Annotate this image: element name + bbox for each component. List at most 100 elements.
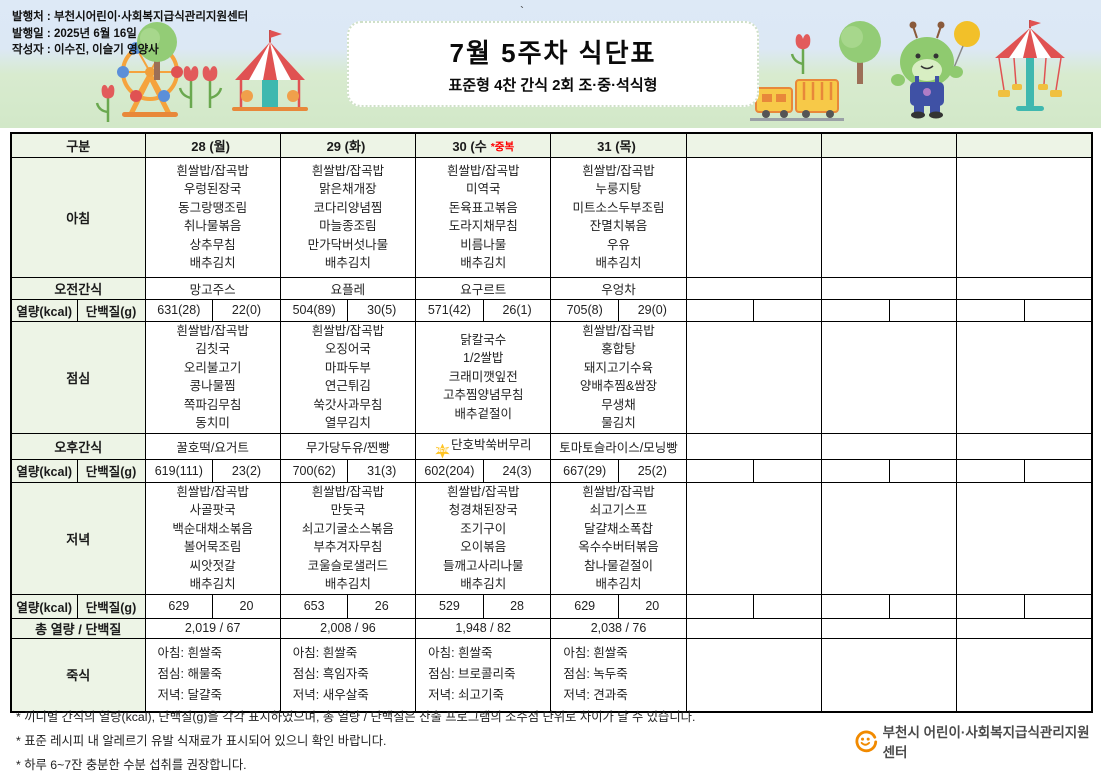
duplicate-flag: *중복 [490,140,515,153]
title-box: 7월 5주차 식단표 표준형 4찬 간식 2회 조·중·석식형 [347,21,759,107]
protein-value [1023,593,1093,619]
total-row: 총 열량 / 단백질 2,019 / 67 2,008 / 96 1,948 /… [10,617,1093,639]
dinner-cell: 흰쌀밥/잡곡밥 쇠고기스프 달걀채소폭찹 옥수수버터볶음 참나물겉절이 배추김치 [550,481,687,595]
author-line: 작성자 : 이수진, 이슬기 영양사 [12,44,159,57]
footnote-line: * 하루 6~7잔 충분한 수분 섭취를 권장합니다. [16,758,247,772]
kcal-value [685,458,755,483]
protein-value: 23(2) [212,458,281,483]
kcal-value: 631(28) [144,298,214,322]
total-cell: 2,019 / 67 [144,617,281,639]
row-label-am-snack: 오전간식 [10,276,146,300]
day-header-2: 30 (수 *중복 [415,132,552,158]
day-header-1: 29 (화) [279,132,417,158]
kcal-value [820,298,890,322]
porridge-cell: 아침: 흰쌀죽 점심: 브로콜리죽 저녁: 쇠고기죽 [415,637,552,713]
lunch-cell: 흰쌀밥/잡곡밥 김칫국 오리불고기 콩나물찜 쪽파김무침 동치미 [144,320,281,434]
dinner-cell: 흰쌀밥/잡곡밥 청경채된장국 조기구이 오이볶음 들깨고사리나물 배추김치 [415,481,552,595]
kcal-value [956,593,1025,619]
dinner-cell [956,481,1093,595]
protein-value [888,458,958,483]
breakfast-cell: 흰쌀밥/잡곡밥 맑은채개장 코다리양념찜 마늘종조림 만가닥버섯나물 배추김치 [279,156,417,278]
kcal-value: 629 [144,593,214,619]
swing-carousel-icon [995,20,1065,111]
tree-icon [137,22,177,80]
lunch-row: 점심 흰쌀밥/잡곡밥 김칫국 오리불고기 콩나물찜 쪽파김무침 동치미 흰쌀밥/… [10,320,1093,434]
protein-value: 28 [482,593,552,619]
pm-snack-cell [685,432,822,460]
kcal-row-2: 열량(kcal) 단백질(g) 619(111) 23(2) 700(62) 3… [10,458,1093,483]
footnote-line: * 표준 레시피 내 알레르기 유발 식재료가 표시되어 있으니 확인 바랍니다… [16,734,387,748]
porridge-row: 죽식 아침: 흰쌀죽 점심: 해물죽 저녁: 달걀죽 아침: 흰쌀죽 점심: 흑… [10,637,1093,713]
kcal-value: 700(62) [279,458,349,483]
kcal-value: 619(111) [144,458,214,483]
kcal-value: 629 [550,593,619,619]
protein-value [753,298,822,322]
protein-value: 30(5) [347,298,417,322]
porridge-cell [820,637,958,713]
row-label-lunch: 점심 [10,320,146,434]
total-cell: 1,948 / 82 [415,617,552,639]
protein-value [888,298,958,322]
total-cell [685,617,822,639]
am-snack-cell: 요구르트 [415,276,552,300]
pm-snack-cell [956,432,1093,460]
dinner-row: 저녁 흰쌀밥/잡곡밥 사골팟국 백순대채소볶음 볼어묵조림 씨앗젓갈 배추김치 … [10,481,1093,595]
publication-info: 발행처 : 부천시어린이·사회복지급식관리지원센터 발행일 : 2025년 6월… [12,9,248,59]
porridge-cell: 아침: 흰쌀죽 점심: 흑임자죽 저녁: 새우살죽 [279,637,417,713]
row-label-porridge: 죽식 [10,637,146,713]
protein-label: 단백질(g) [76,593,146,619]
mascot-icon [891,21,980,119]
new-badge-icon: NEW [435,443,450,458]
breakfast-cell [956,156,1093,278]
protein-value [1023,458,1093,483]
protein-label: 단백질(g) [76,458,146,483]
footer-logo: 부천시 어린이·사회복지급식관리지원센터 [855,721,1101,761]
breakfast-cell [820,156,958,278]
kcal-label: 열량(kcal) [10,458,78,483]
day-header-4 [685,132,822,158]
porridge-cell: 아침: 흰쌀죽 점심: 해물죽 저녁: 달걀죽 [144,637,281,713]
am-snack-cell: 우엉차 [550,276,687,300]
kcal-value: 653 [279,593,349,619]
issue-date-line: 발행일 : 2025년 6월 16일 [12,27,137,40]
pm-snack-cell: 토마토슬라이스/모닝빵 [550,432,687,460]
page-title: 7월 5주차 식단표 [449,38,657,68]
protein-value: 26(1) [482,298,552,322]
lunch-cell: 흰쌀밥/잡곡밥 홍합탕 돼지고기수육 양배추찜&쌈장 무생채 물김치 [550,320,687,434]
row-label-total: 총 열량 / 단백질 [10,617,146,639]
breakfast-cell: 흰쌀밥/잡곡밥 누룽지탕 미트소스두부조림 잔멸치볶음 우유 배추김치 [550,156,687,278]
kcal-value [956,458,1025,483]
publisher-line: 발행처 : 부천시어린이·사회복지급식관리지원센터 [12,11,249,23]
row-label-dinner: 저녁 [10,481,146,595]
dinner-cell: 흰쌀밥/잡곡밥 사골팟국 백순대채소볶음 볼어묵조림 씨앗젓갈 배추김치 [144,481,281,595]
protein-value [753,458,822,483]
row-label-breakfast: 아침 [10,156,146,278]
kcal-value [820,458,890,483]
header-banner: 발행처 : 부천시어린이·사회복지급식관리지원센터 발행일 : 2025년 6월… [0,0,1101,128]
protein-value: 26 [347,593,417,619]
kcal-value: 667(29) [550,458,619,483]
kcal-value: 571(42) [415,298,484,322]
banner-decorations [95,20,1065,122]
pm-snack-row: 오후간식 꿀호떡/요거트 무가당두유/찐빵 NEW 단호박쑥버무리 토마토슬라이스… [10,432,1093,460]
kcal-value [685,298,755,322]
lunch-cell [956,320,1093,434]
am-snack-cell [820,276,958,300]
dinner-cell [685,481,822,595]
carousel-tent-icon [232,30,308,111]
tulip-icon-right [790,34,811,74]
kcal-label: 열량(kcal) [10,298,78,322]
smiley-logo-icon [855,730,878,753]
kcal-value [820,593,890,619]
lunch-cell [685,320,822,434]
porridge-cell [956,637,1093,713]
tulip-pair-icon [178,66,223,108]
day-header-0: 28 (월) [144,132,281,158]
porridge-cell: 아침: 흰쌀죽 점심: 녹두죽 저녁: 견과죽 [550,637,687,713]
tree-icon-right [839,21,881,84]
kcal-value: 602(204) [415,458,484,483]
lunch-cell: 흰쌀밥/잡곡밥 오징어국 마파두부 연근튀김 쑥갓사과무침 열무김치 [279,320,417,434]
protein-value: 20 [618,593,687,619]
protein-value [888,593,958,619]
